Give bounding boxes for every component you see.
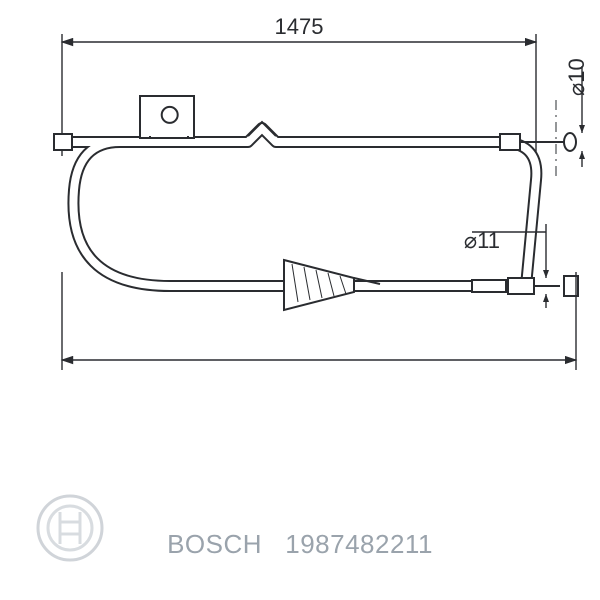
diagram-canvas: 1475 ⌀10 ⌀11 BOSCH 1987482211 bbox=[0, 0, 600, 600]
svg-text:⌀10: ⌀10 bbox=[564, 58, 589, 96]
brand-text: BOSCH bbox=[167, 529, 262, 559]
caption: BOSCH 1987482211 bbox=[0, 529, 600, 560]
svg-text:1475: 1475 bbox=[275, 14, 324, 39]
drawing-svg: 1475 ⌀10 ⌀11 bbox=[0, 0, 600, 435]
part-number: 1987482211 bbox=[285, 529, 433, 559]
svg-text:⌀11: ⌀11 bbox=[464, 228, 500, 253]
